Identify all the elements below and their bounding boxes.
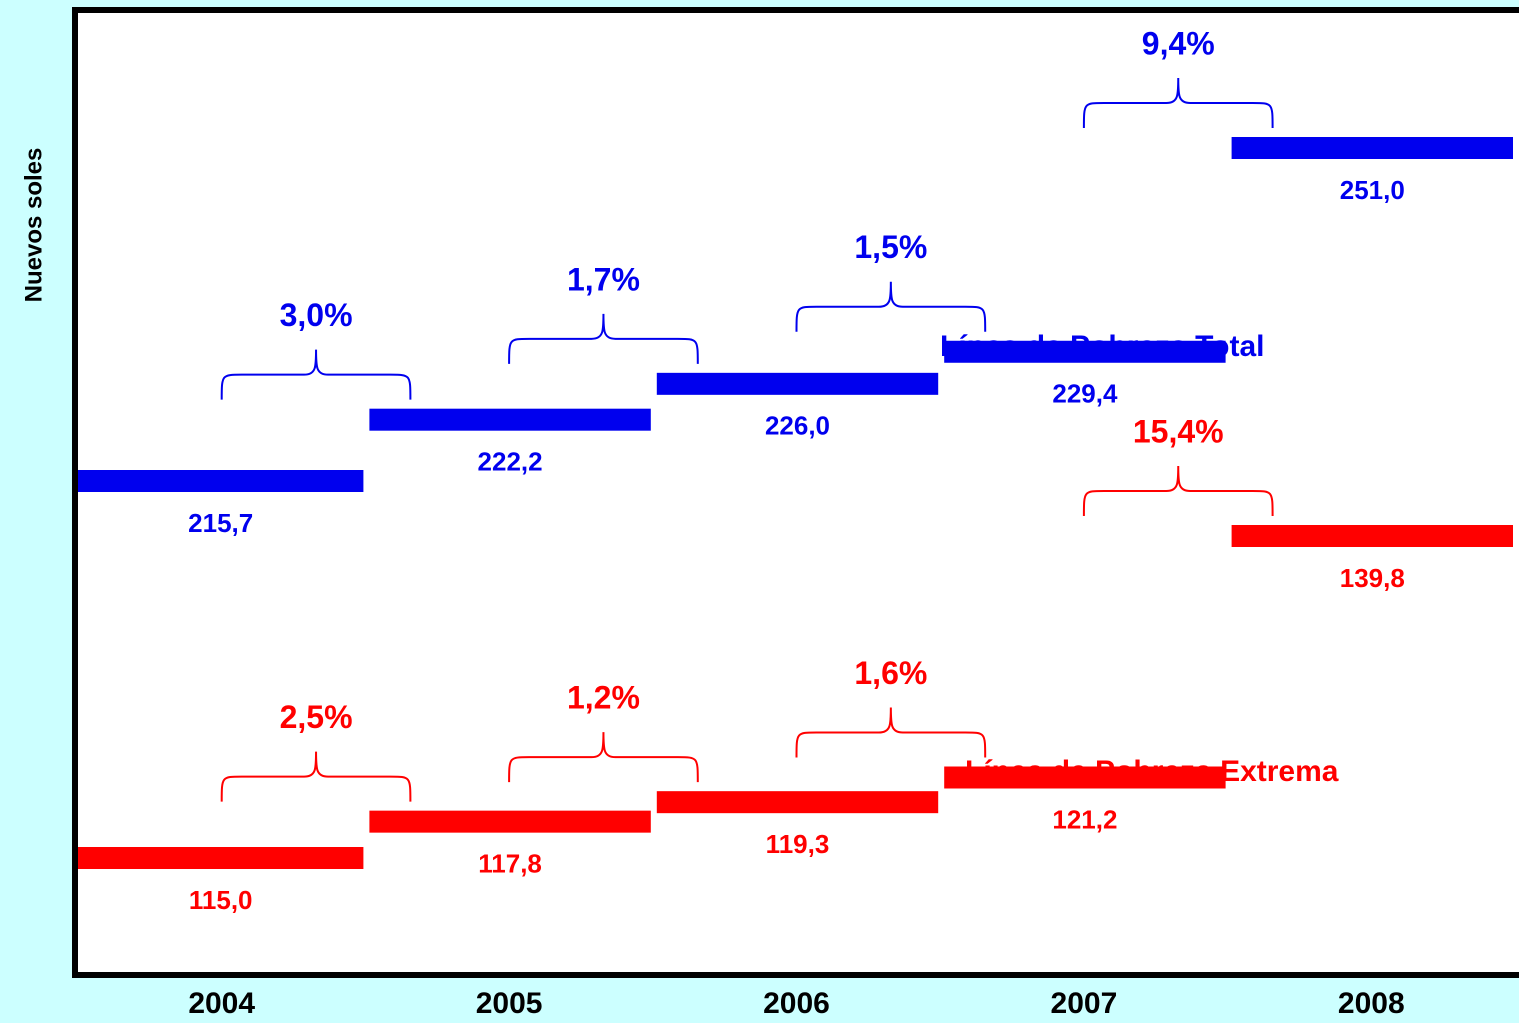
x-tick-label: 2005 <box>476 987 543 1020</box>
bar <box>1231 525 1513 547</box>
growth-brace <box>1082 77 1274 129</box>
value-label: 115,0 <box>189 885 253 915</box>
growth-label: 1,5% <box>854 229 927 265</box>
x-tick-label: 2008 <box>1338 987 1405 1020</box>
bar <box>656 372 939 395</box>
bar <box>944 766 1226 789</box>
y-axis-label: Nuevos soles <box>20 148 47 303</box>
growth-brace <box>1082 465 1274 517</box>
value-label: 222,2 <box>478 447 543 477</box>
x-tick-label: 2007 <box>1051 987 1118 1020</box>
growth-brace <box>220 349 412 400</box>
value-label: 117,8 <box>478 849 542 879</box>
bar <box>369 810 651 833</box>
value-label: 215,7 <box>188 508 253 538</box>
bar <box>369 408 651 431</box>
series-name: Línea de Pobreza Extrema <box>965 755 1339 788</box>
growth-label: 1,6% <box>854 655 927 691</box>
growth-brace <box>508 313 699 364</box>
value-label: 229,4 <box>1052 379 1118 409</box>
plot-area <box>72 7 1519 978</box>
growth-label: 9,4% <box>1142 25 1215 61</box>
bar <box>78 847 364 869</box>
growth-label: 3,0% <box>280 297 353 333</box>
growth-label: 2,5% <box>280 699 353 735</box>
bar <box>1231 137 1513 159</box>
value-label: 119,3 <box>766 829 830 859</box>
growth-label: 1,7% <box>567 261 640 297</box>
value-label: 121,2 <box>1052 804 1117 834</box>
value-label: 226,0 <box>765 411 830 441</box>
value-label: 139,8 <box>1340 563 1405 593</box>
growth-label: 15,4% <box>1133 413 1224 449</box>
x-tick-label: 2004 <box>188 987 255 1020</box>
growth-label: 1,2% <box>567 680 640 716</box>
growth-brace <box>795 707 987 758</box>
bar <box>656 791 939 814</box>
value-label: 251,0 <box>1340 175 1405 205</box>
series-name: Línea de Pobreza Total <box>940 330 1265 363</box>
bar <box>944 340 1226 363</box>
x-tick-label: 2006 <box>763 987 830 1020</box>
bar <box>78 470 364 492</box>
